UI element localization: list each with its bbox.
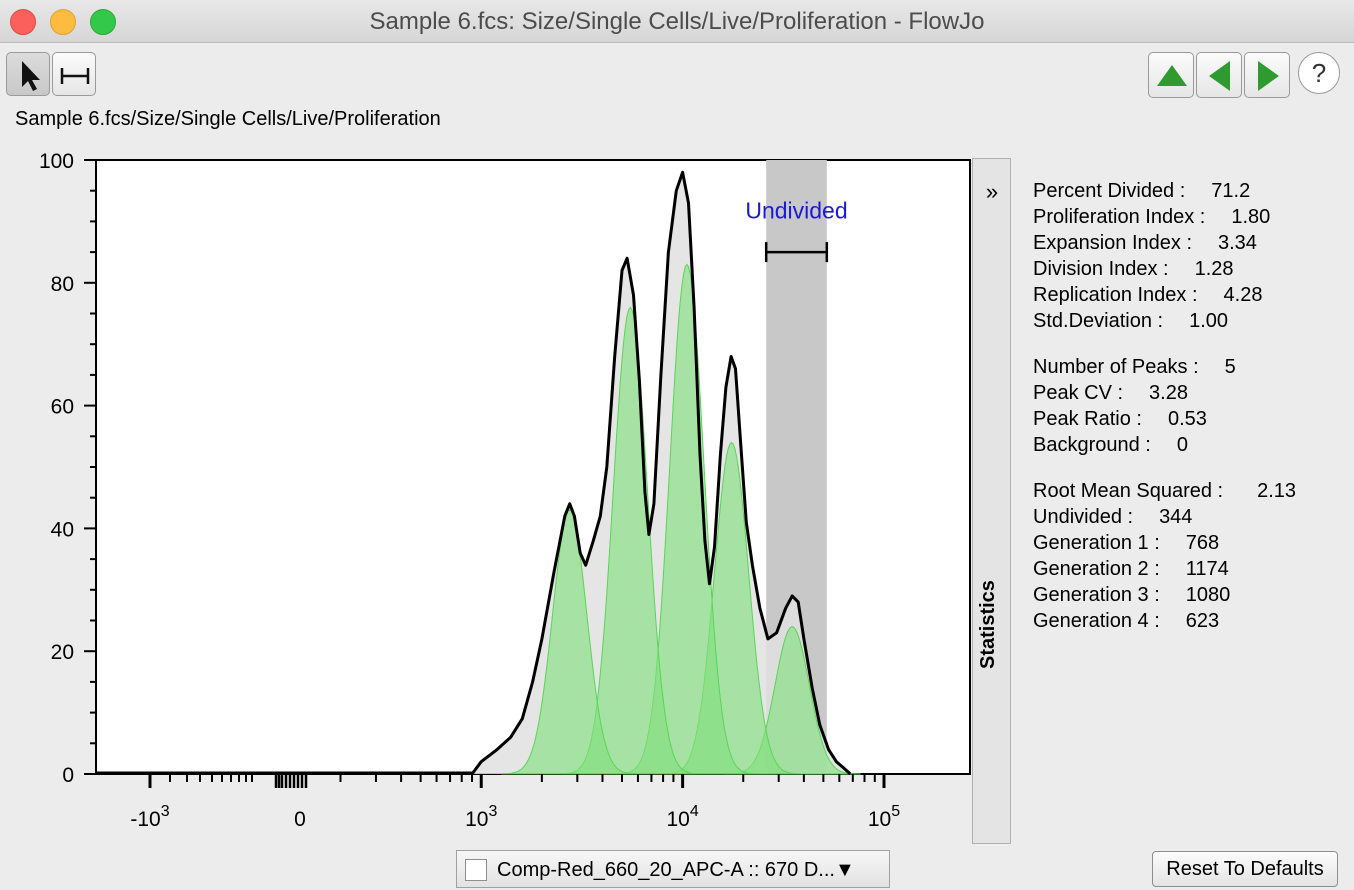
statistics-tab-label: Statistics bbox=[977, 580, 999, 669]
title-bar: Sample 6.fcs: Size/Single Cells/Live/Pro… bbox=[0, 0, 1354, 43]
stat-row: Number of Peaks : 5 bbox=[1033, 356, 1236, 379]
stat-value: 3.34 bbox=[1218, 232, 1257, 254]
collapse-icon[interactable]: » bbox=[985, 179, 999, 204]
stat-value: 768 bbox=[1185, 532, 1220, 554]
stat-label: Proliferation Index : bbox=[1033, 206, 1206, 228]
right-arrow-icon bbox=[1258, 61, 1279, 91]
stat-label: Division Index : bbox=[1033, 258, 1169, 280]
stat-label: Peak Ratio : bbox=[1033, 408, 1142, 430]
up-arrow-icon bbox=[1157, 65, 1187, 86]
x-tick-label: 0 bbox=[294, 808, 306, 831]
stat-value: 2.13 bbox=[1257, 480, 1297, 502]
stat-label: Peak CV : bbox=[1033, 382, 1124, 404]
arrow-pointer-icon bbox=[22, 61, 40, 91]
statistics-panel: Percent Divided :71.2 Proliferation Index… bbox=[1010, 158, 1354, 844]
x-tick-base: -10 bbox=[130, 808, 160, 831]
x-tick-exponent: 5 bbox=[891, 803, 900, 820]
stat-row: Generation 3 : 1080 bbox=[1033, 584, 1230, 607]
stat-label: Percent Divided : bbox=[1033, 180, 1186, 202]
x-tick-base: 10 bbox=[868, 808, 891, 831]
axis-checkbox[interactable] bbox=[465, 859, 487, 881]
x-tick-exponent: 4 bbox=[690, 803, 699, 820]
stat-label: Root Mean Squared : bbox=[1033, 480, 1224, 502]
stat-value: 623 bbox=[1185, 610, 1220, 632]
stat-value: 1174 bbox=[1185, 558, 1229, 580]
stat-row: Peak CV : 3.28 bbox=[1033, 382, 1188, 405]
zoom-window-button[interactable] bbox=[90, 9, 116, 35]
stat-row: Division Index : 1.28 bbox=[1033, 258, 1234, 281]
x-tick-base: 10 bbox=[465, 808, 488, 831]
stat-row: Root Mean Squared : 2.13 bbox=[1033, 480, 1296, 503]
stat-value: 1.80 bbox=[1231, 206, 1271, 228]
stat-row: Undivided : 344 bbox=[1033, 506, 1192, 529]
x-tick-exponent: 3 bbox=[161, 803, 170, 820]
stat-label: Generation 4 : bbox=[1033, 610, 1160, 632]
range-gate-icon bbox=[60, 68, 90, 84]
stat-row: Percent Divided : 71.2 bbox=[1033, 180, 1250, 203]
stat-label: Generation 1 : bbox=[1033, 532, 1160, 554]
stat-value: 0 bbox=[1176, 434, 1188, 456]
x-axis-parameter-selector[interactable]: Comp-Red_660_20_APC-A :: 670 D...▼ bbox=[456, 850, 890, 888]
stat-row: Expansion Index : 3.34 bbox=[1033, 232, 1257, 255]
previous-sample-button[interactable] bbox=[1196, 52, 1242, 98]
stat-value: 344 bbox=[1159, 506, 1193, 528]
y-tick-label: 60 bbox=[51, 396, 74, 419]
stat-row: Std.Deviation : 1.00 bbox=[1033, 310, 1228, 333]
envelope-curve bbox=[470, 170, 852, 776]
stat-value: 3.28 bbox=[1149, 382, 1188, 404]
stat-value: 1.00 bbox=[1189, 310, 1229, 332]
stat-row: Proliferation Index : 1.80 bbox=[1033, 206, 1270, 229]
parent-gate-button[interactable] bbox=[1148, 52, 1194, 98]
left-arrow-icon bbox=[1209, 61, 1230, 91]
stat-row: Replication Index : 4.28 bbox=[1033, 284, 1262, 307]
stat-row: Peak Ratio : 0.53 bbox=[1033, 408, 1207, 431]
peak-generation-4 bbox=[501, 509, 639, 775]
stat-label: Undivided : bbox=[1033, 506, 1134, 528]
stat-value: 1.28 bbox=[1194, 258, 1234, 280]
stat-value: 0.53 bbox=[1167, 408, 1207, 430]
y-tick-label: 0 bbox=[62, 764, 74, 787]
x-axis-parameter-label: Comp-Red_660_20_APC-A :: 670 D...▼ bbox=[497, 859, 855, 881]
stat-value: 5 bbox=[1224, 356, 1236, 378]
stat-label: Generation 2 : bbox=[1033, 558, 1160, 580]
minimize-window-button[interactable] bbox=[50, 9, 76, 35]
stat-label: Replication Index : bbox=[1033, 284, 1198, 306]
close-window-button[interactable] bbox=[10, 9, 36, 35]
x-tick-base: 0 bbox=[294, 808, 306, 831]
x-tick-base: 10 bbox=[666, 808, 689, 831]
pointer-tool-button[interactable] bbox=[6, 52, 50, 96]
x-tick-label: 103 bbox=[465, 803, 497, 831]
stat-row: Generation 4 : 623 bbox=[1033, 610, 1219, 633]
stat-row: Generation 1 : 768 bbox=[1033, 532, 1219, 555]
y-tick-label: 20 bbox=[51, 641, 74, 664]
y-tick-label: 100 bbox=[39, 150, 74, 173]
statistics-tab[interactable]: » Statistics bbox=[972, 158, 1010, 844]
stat-label: Background : bbox=[1033, 434, 1151, 456]
x-tick-label: -103 bbox=[130, 803, 169, 831]
x-tick-label: 104 bbox=[666, 803, 698, 831]
help-button[interactable]: ? bbox=[1298, 52, 1340, 94]
x-tick-label: 105 bbox=[868, 803, 900, 831]
stat-value: 4.28 bbox=[1223, 284, 1263, 306]
range-gate-tool-button[interactable] bbox=[52, 52, 96, 96]
x-tick-exponent: 3 bbox=[488, 803, 497, 820]
reset-to-defaults-button[interactable]: Reset To Defaults bbox=[1152, 851, 1338, 887]
y-tick-label: 80 bbox=[51, 273, 74, 296]
stat-label: Std.Deviation : bbox=[1033, 310, 1164, 332]
stat-row: Background : 0 bbox=[1033, 434, 1188, 457]
stat-label: Number of Peaks : bbox=[1033, 356, 1199, 378]
stat-label: Expansion Index : bbox=[1033, 232, 1192, 254]
population-path: Sample 6.fcs/Size/Single Cells/Live/Prol… bbox=[15, 108, 441, 130]
stat-label: Generation 3 : bbox=[1033, 584, 1160, 606]
y-tick-label: 40 bbox=[51, 518, 74, 541]
stat-value: 1080 bbox=[1185, 584, 1231, 606]
gate-label[interactable]: Undivided bbox=[745, 197, 847, 223]
next-sample-button[interactable] bbox=[1244, 52, 1290, 98]
window-title: Sample 6.fcs: Size/Single Cells/Live/Pro… bbox=[369, 8, 985, 35]
stat-value: 71.2 bbox=[1211, 180, 1251, 202]
stat-row: Generation 2 : 1174 bbox=[1033, 558, 1229, 581]
